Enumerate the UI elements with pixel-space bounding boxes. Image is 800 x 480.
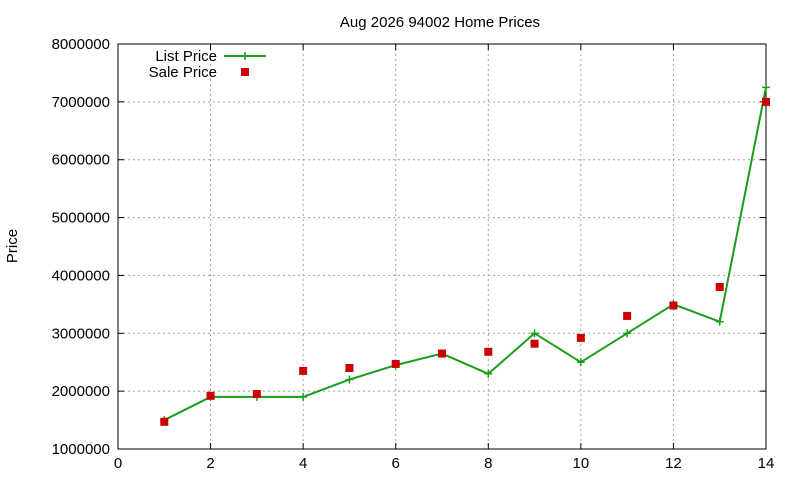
sale-price-point xyxy=(391,359,400,368)
sale-price-point xyxy=(345,364,354,372)
x-tick-label: 4 xyxy=(299,455,307,472)
x-tick-label: 8 xyxy=(484,455,492,472)
y-tick-label: 8000000 xyxy=(52,36,110,53)
list-price-point xyxy=(530,329,539,338)
sale-price-point xyxy=(206,391,215,400)
y-tick-label: 3000000 xyxy=(52,325,110,342)
legend-sample-list-price xyxy=(224,52,266,60)
x-tick-label: 14 xyxy=(758,455,775,472)
y-tick-label: 4000000 xyxy=(52,267,110,284)
list-price-point xyxy=(484,369,493,378)
list-price-point xyxy=(762,83,770,92)
x-tick-label: 12 xyxy=(665,455,682,472)
sale-price-point xyxy=(530,339,539,348)
legend-sample-sale-price xyxy=(241,68,249,76)
list-price-point xyxy=(345,375,354,384)
sale-price-point xyxy=(438,349,446,358)
chart-title: Aug 2026 94002 Home Prices xyxy=(340,14,540,31)
y-tick-label: 2000000 xyxy=(52,383,110,400)
sale-price-point xyxy=(160,417,169,426)
legend-label-list-price: List Price xyxy=(155,48,217,65)
legend-marker-sale-price xyxy=(241,68,249,76)
series-layer xyxy=(160,83,770,426)
sale-price-point xyxy=(623,311,632,320)
y-axis-label: Price xyxy=(4,229,21,263)
y-tick-label: 5000000 xyxy=(52,210,110,227)
sale-price-point xyxy=(762,97,770,106)
x-tick-label: 10 xyxy=(573,455,590,472)
plot-border xyxy=(117,43,767,450)
legend: List Price Sale Price xyxy=(149,48,266,81)
list-price-line xyxy=(163,87,767,421)
grid-layer xyxy=(118,44,766,449)
legend-marker-list-price xyxy=(241,52,249,60)
y-tick-label: 6000000 xyxy=(52,152,110,169)
sale-price-point xyxy=(484,347,493,356)
sale-price-point xyxy=(576,333,585,342)
sale-price-point xyxy=(669,301,678,310)
x-tick-label: 0 xyxy=(114,455,122,472)
list-price-point xyxy=(299,392,308,401)
list-price-point xyxy=(623,329,632,338)
x-tick-label: 2 xyxy=(206,455,214,472)
y-tick-label: 7000000 xyxy=(52,94,110,111)
sale-price-point xyxy=(715,283,724,291)
y-tick-label: 1000000 xyxy=(52,441,110,458)
x-tick-label: 6 xyxy=(392,455,400,472)
list-price-point xyxy=(715,317,724,326)
tick-layer: 0 2 4 6 8 10 12 14 1000000 2000000 3000000 4000000 5… xyxy=(52,36,775,472)
sale-price-point xyxy=(299,366,308,375)
sale-price-point xyxy=(252,390,261,399)
list-price-point xyxy=(576,358,585,367)
legend-label-sale-price: Sale Price xyxy=(149,64,217,81)
